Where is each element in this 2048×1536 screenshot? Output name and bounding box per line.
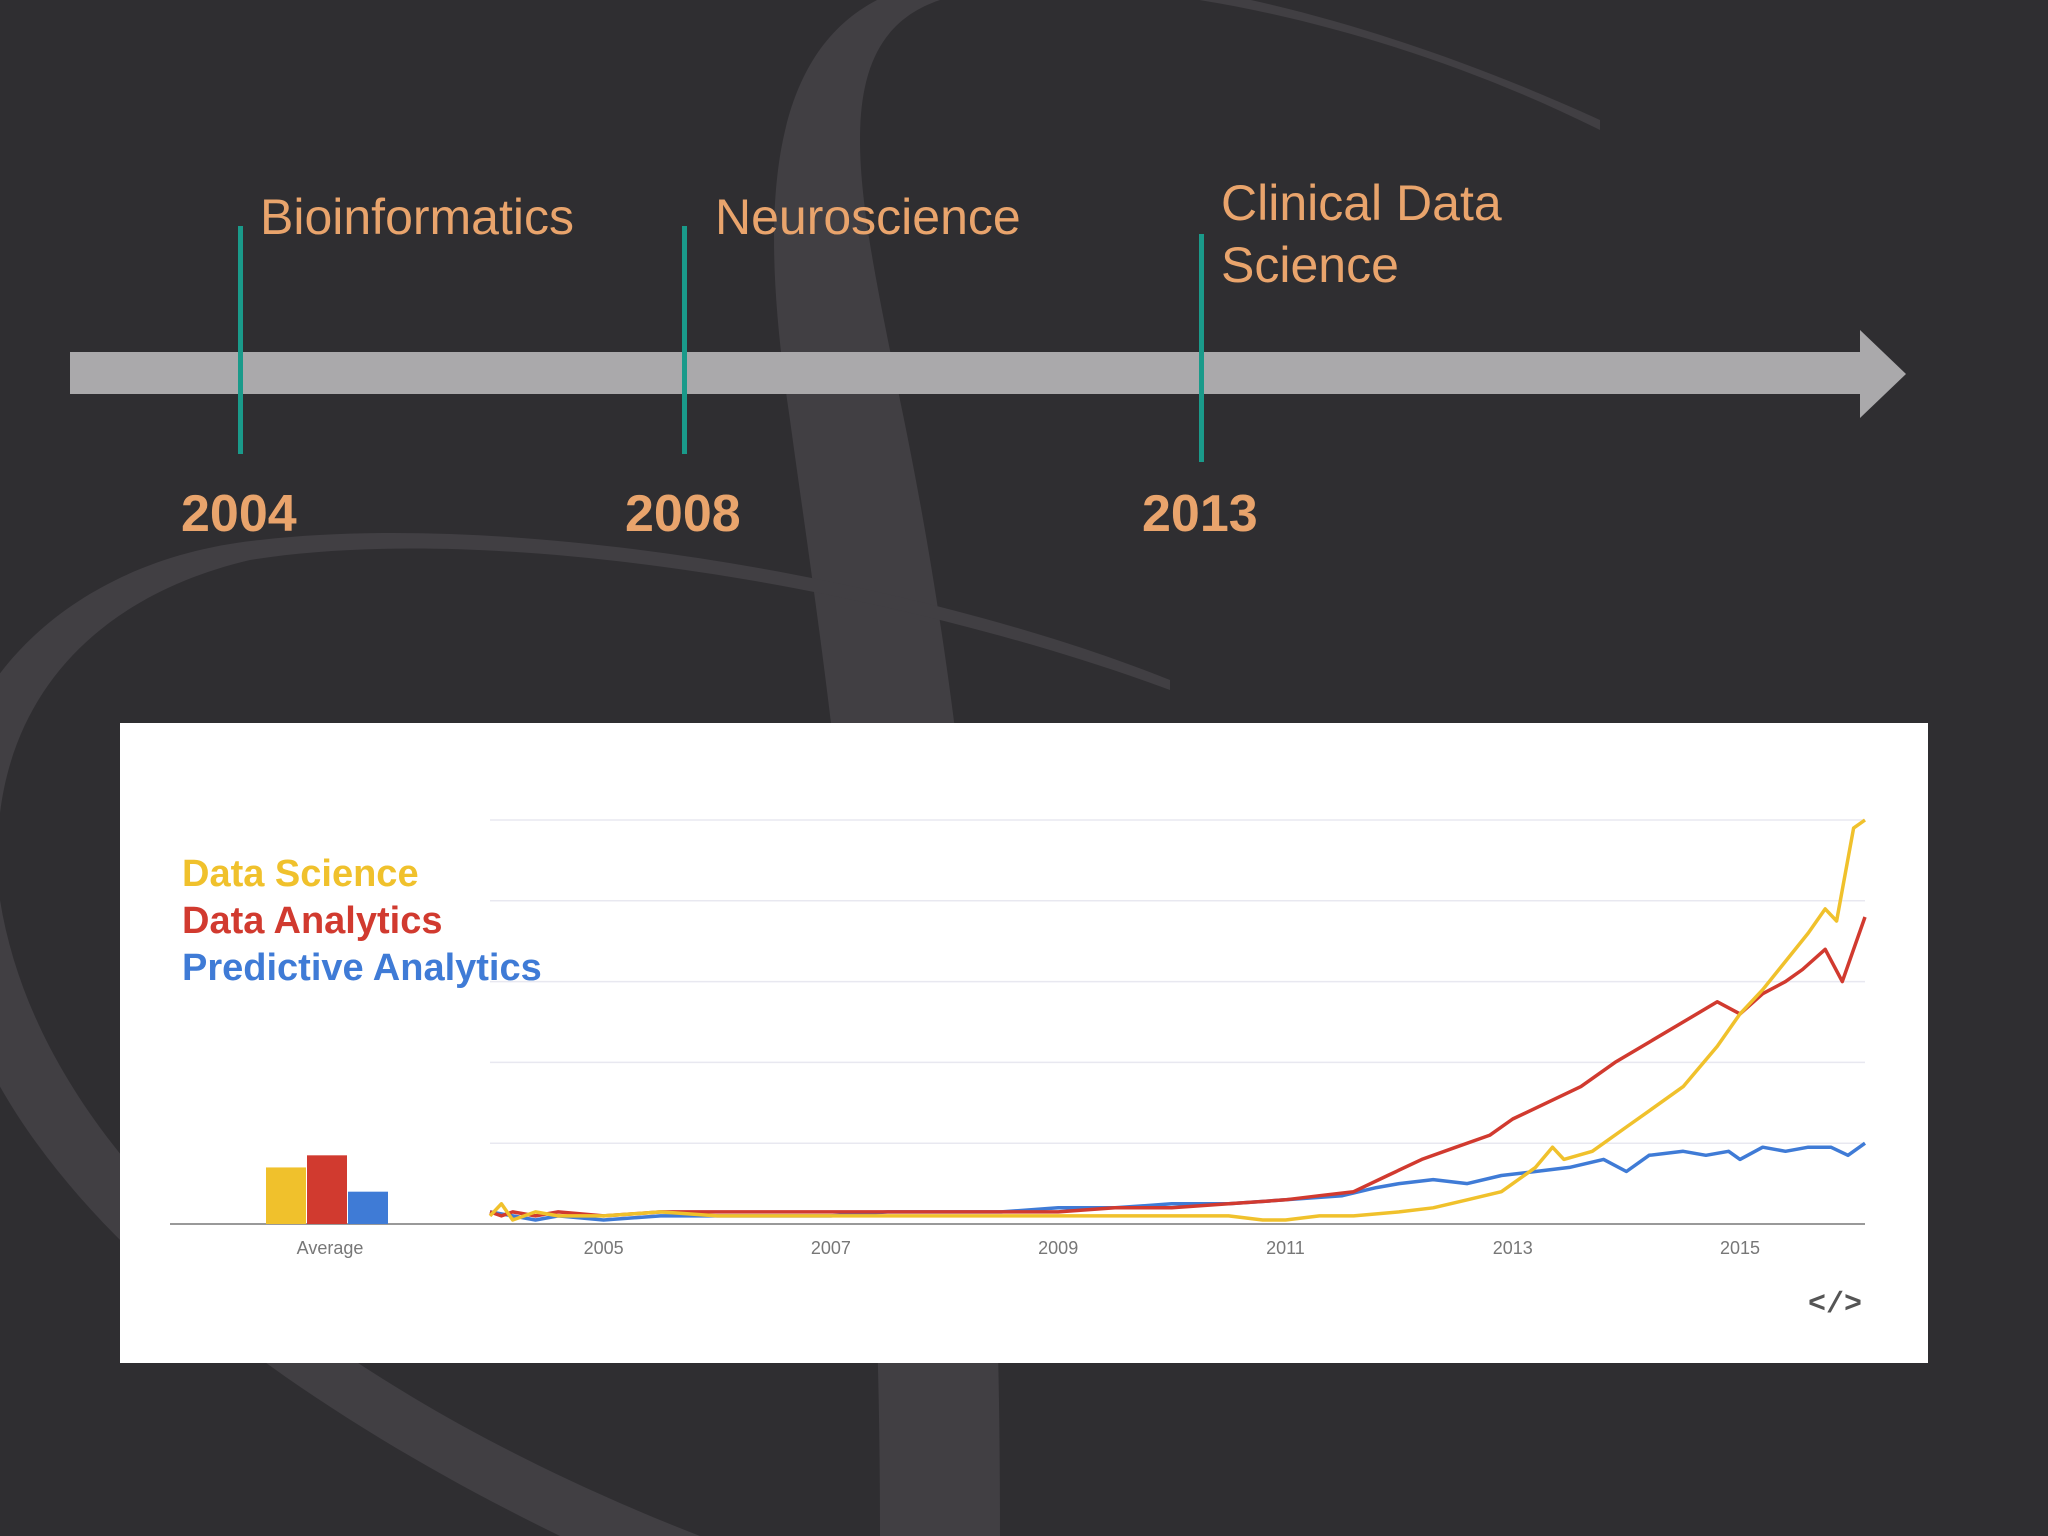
- timeline-tick-2004: [238, 226, 243, 454]
- legend-data-analytics: Data Analytics: [182, 900, 443, 942]
- series-line-data-science: [488, 818, 1867, 1222]
- legend-predictive-analytics: Predictive Analytics: [182, 947, 542, 989]
- timeline: [70, 226, 1906, 462]
- average-bar-predictive-analytics: [348, 1191, 388, 1224]
- timeline-arrow-shaft: [70, 352, 1860, 394]
- trends-chart-panel: Average 2005 2007 2009 2011 2013 2015 Data Sci…: [120, 723, 1928, 1363]
- milestone-year-2004: 2004: [181, 485, 297, 543]
- x-tick-label-2009: 2009: [1038, 1238, 1078, 1258]
- milestone-year-2013: 2013: [1142, 485, 1258, 543]
- timeline-tick-2008: [682, 226, 687, 454]
- x-tick-label-average: Average: [297, 1238, 364, 1258]
- embed-code-icon[interactable]: </>: [1808, 1288, 1863, 1322]
- x-tick-label-2013: 2013: [1493, 1238, 1533, 1258]
- timeline-arrow-head: [1860, 330, 1906, 418]
- average-bar-data-science: [266, 1167, 306, 1224]
- milestone-year-2008: 2008: [625, 485, 741, 543]
- average-bar-data-analytics: [307, 1155, 347, 1224]
- timeline-tick-2013: [1199, 234, 1204, 462]
- milestone-label-bioinformatics: Bioinformatics: [260, 189, 574, 245]
- x-tick-label-2005: 2005: [584, 1238, 624, 1258]
- legend-data-science: Data Science: [182, 853, 419, 895]
- milestone-label-neuroscience: Neuroscience: [715, 189, 1021, 245]
- x-tick-label-2007: 2007: [811, 1238, 851, 1258]
- milestone-label-clinical-data-science: Clinical Data Science: [1221, 175, 1502, 293]
- x-tick-label-2015: 2015: [1720, 1238, 1760, 1258]
- x-tick-label-2011: 2011: [1266, 1238, 1305, 1258]
- series-line-data-analytics: [489, 916, 1867, 1218]
- trends-chart: Average 2005 2007 2009 2011 2013 2015: [170, 818, 1867, 1258]
